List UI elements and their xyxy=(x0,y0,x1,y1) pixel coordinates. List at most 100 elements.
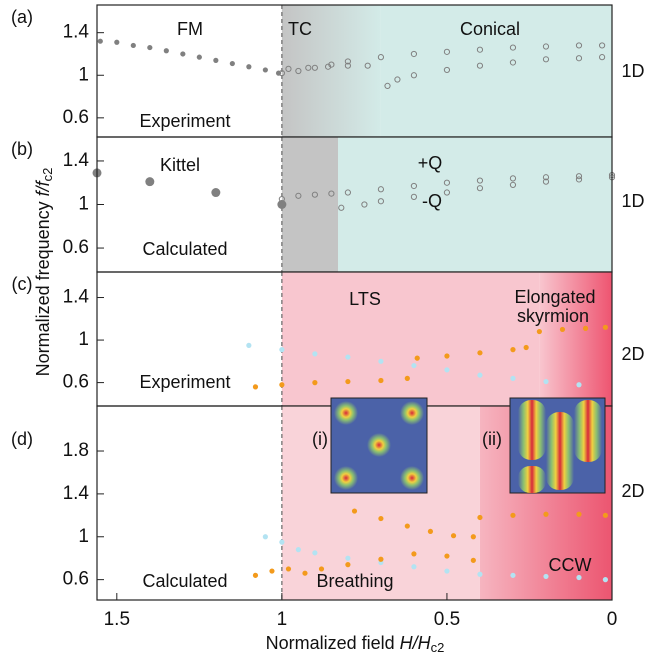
data-point xyxy=(345,562,351,568)
annotation: Experiment xyxy=(139,111,230,131)
data-point xyxy=(542,178,550,185)
data-point xyxy=(509,175,517,182)
shaded-region xyxy=(380,5,612,137)
data-point xyxy=(543,511,549,517)
y-tick-label: 1 xyxy=(78,526,89,547)
data-point xyxy=(377,54,385,61)
data-point xyxy=(285,566,292,572)
side-label: 1D xyxy=(621,191,644,211)
data-point xyxy=(377,186,385,193)
annotation: FM xyxy=(177,19,203,39)
data-point xyxy=(345,555,351,561)
data-point xyxy=(277,200,287,209)
data-point xyxy=(443,66,451,74)
shaded-region xyxy=(281,137,338,272)
data-point xyxy=(311,64,318,71)
data-point xyxy=(450,533,457,539)
annotation: Calculated xyxy=(142,571,227,591)
data-point xyxy=(229,60,235,67)
annotation: LTS xyxy=(349,289,381,309)
annotation: skyrmion xyxy=(517,306,589,326)
data-point xyxy=(582,325,589,331)
data-point xyxy=(295,547,301,553)
x-tick-label: 0 xyxy=(607,609,618,630)
axis-label-text: Normalized frequency xyxy=(33,201,53,376)
y-tick-label: 1.4 xyxy=(63,22,90,43)
series-label: Breathing xyxy=(316,571,393,591)
data-point xyxy=(378,515,384,522)
data-point xyxy=(443,189,451,196)
data-point xyxy=(404,523,410,529)
data-point xyxy=(427,528,434,535)
data-point xyxy=(252,384,259,390)
data-point xyxy=(378,358,384,364)
data-point xyxy=(378,377,384,384)
annotation: Experiment xyxy=(139,372,230,392)
data-point xyxy=(411,362,417,369)
data-point xyxy=(598,42,606,49)
inset-elongated xyxy=(574,400,602,462)
shaded-region xyxy=(337,137,612,272)
data-point xyxy=(312,380,318,386)
data-point xyxy=(476,62,484,69)
data-point xyxy=(523,344,529,351)
data-point xyxy=(211,188,221,198)
data-point xyxy=(444,353,450,359)
data-point xyxy=(279,539,285,545)
data-point xyxy=(97,38,103,44)
axis-label-var: H/H xyxy=(400,633,432,653)
data-point xyxy=(262,67,268,73)
annotation: Calculated xyxy=(142,239,227,259)
data-point xyxy=(163,48,169,54)
inset-elongated xyxy=(518,400,546,460)
y-tick-label: 0.6 xyxy=(63,569,89,590)
data-point xyxy=(312,550,318,556)
data-point xyxy=(443,48,451,55)
data-point xyxy=(477,350,483,356)
data-point xyxy=(509,181,517,189)
side-label: 2D xyxy=(621,344,644,364)
data-point xyxy=(536,328,542,335)
data-point xyxy=(361,201,368,208)
x-axis-label: Normalized field H/Hc2 xyxy=(266,633,445,656)
data-point xyxy=(443,179,451,186)
data-point xyxy=(410,193,418,200)
series-label: -Q xyxy=(422,191,442,211)
data-point xyxy=(411,551,417,557)
annotation: TC xyxy=(288,19,312,39)
data-point xyxy=(285,65,292,72)
data-point xyxy=(542,56,550,63)
data-point xyxy=(444,568,450,574)
data-point xyxy=(576,382,582,388)
panel-label: (a) xyxy=(11,7,33,27)
data-point xyxy=(279,347,285,353)
panel-label: (d) xyxy=(11,429,33,449)
data-point xyxy=(510,347,516,353)
data-point xyxy=(384,82,391,90)
annotation: Conical xyxy=(460,19,520,39)
data-point xyxy=(180,51,186,57)
data-point xyxy=(477,571,483,577)
data-point xyxy=(145,177,155,187)
data-point xyxy=(364,62,371,69)
data-point xyxy=(147,44,153,51)
series-label: +Q xyxy=(418,153,443,173)
data-point xyxy=(246,64,252,70)
data-point xyxy=(575,55,583,62)
data-point xyxy=(477,514,483,521)
panel-label: (c) xyxy=(12,274,33,294)
y-tick-label: 1.4 xyxy=(63,483,90,504)
data-point xyxy=(114,39,120,45)
plots: 0.6 1 1.4 FM TC Conical Experiment (a) 1D 0.6 1 1.4… xyxy=(11,4,645,656)
data-point xyxy=(312,351,318,357)
data-point xyxy=(318,566,325,572)
data-point xyxy=(262,534,268,540)
data-point xyxy=(444,553,450,559)
y-tick-label: 1 xyxy=(78,329,89,350)
data-point xyxy=(542,174,550,181)
panel-label: (b) xyxy=(11,139,33,159)
data-point xyxy=(345,354,351,360)
data-point xyxy=(279,382,285,388)
axis-label-sub: c2 xyxy=(431,640,445,655)
inset-skyrmion xyxy=(367,433,391,457)
